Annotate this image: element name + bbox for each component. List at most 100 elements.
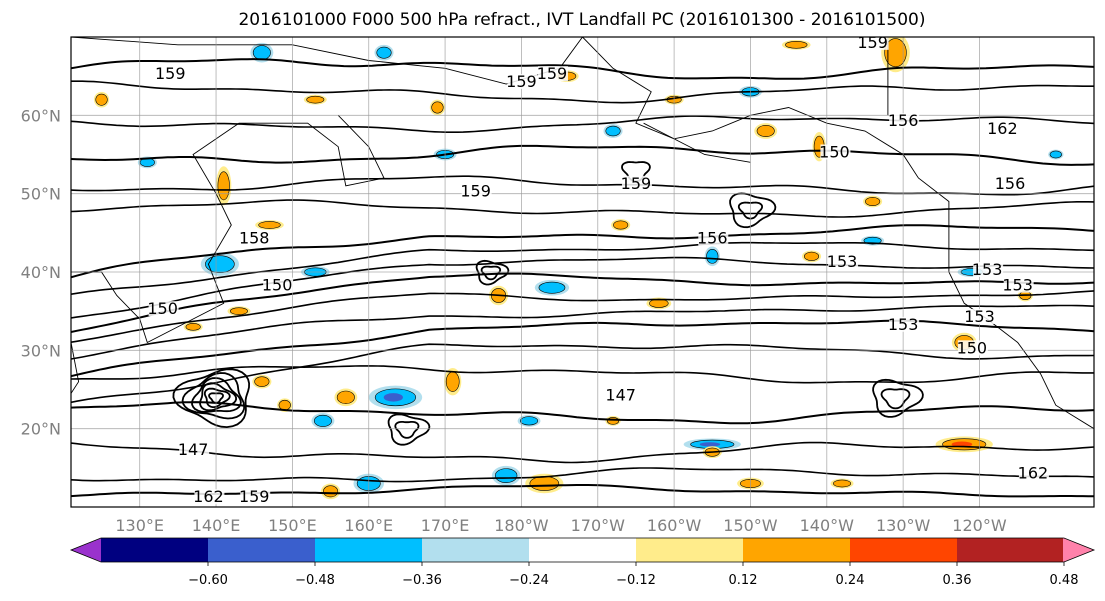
latitude-label: 50°N [21,185,61,204]
contour-label-bg [621,175,652,191]
shading-layer [756,125,775,137]
contour-ring [199,382,238,412]
colorbar-bin [850,538,958,562]
contour-label: 159 [506,72,537,91]
shading-blob-neg [311,413,335,429]
contour-label: 156 [888,111,919,130]
shading-blob-pos [216,166,232,206]
longitude-label: 140°W [800,516,855,535]
shading-layer [529,476,560,491]
shading-layer [803,251,820,261]
shading-layer [217,171,230,201]
colorbar-bin [208,538,316,562]
colorbar-tick-labels: −0.60 −0.48 −0.36 −0.24 −0.12 0.12 0.24 0.36 0.4… [188,562,1078,588]
longitude-label: 150°W [723,516,778,535]
colorbar-bin [315,538,423,562]
shading-blob-neg [534,279,570,296]
shading-blob-pos [605,415,621,426]
shading-blob-pos [429,99,446,116]
latitude-label: 60°N [21,106,61,125]
longitude-label: 140°E [192,516,241,535]
contour-label-bg [1003,277,1034,293]
ivt-contours [71,58,1094,498]
contour-line [71,80,1094,104]
shading-layer [313,414,332,427]
coastline [71,342,80,395]
contour-label-bg [820,144,851,160]
shading-blob-pos [801,250,822,263]
contour-line [71,241,1094,295]
colorbar-extend-min [71,538,102,562]
shading-blob-pos [227,306,251,317]
longitude-label: 180°W [494,516,549,535]
shading-layer [538,281,566,294]
contour-label: 147 [178,440,209,459]
contour-label: 162 [987,119,1018,138]
shading-blob-pos [255,220,284,230]
colorbar-bin [743,538,851,562]
contour-label-bg [507,74,538,89]
shading-blob-pos [252,374,272,389]
contour-line [71,319,1094,378]
shading-layer [884,38,907,68]
shading-layer [445,371,460,392]
contour-label: 153 [1002,276,1033,295]
longitude-label: 150°E [268,516,317,535]
shading-blob-neg [704,246,720,267]
colorbar-tick-label: 0.24 [836,573,865,588]
contour-label: 162 [1018,464,1049,483]
contour-line [71,58,1094,80]
shading-blob-pos [935,436,993,453]
longitude-label: 160°W [647,516,702,535]
shading-blob-pos [611,219,631,231]
contour-line [71,290,1094,343]
colorbar-tick-label: 0.36 [943,573,972,588]
contour-label-bg [988,121,1019,136]
contour-ring [172,368,251,429]
longitude-label: 120°W [952,516,1007,535]
colorbar-tick-label: −0.48 [295,573,335,588]
contour-ring [729,192,777,229]
longitude-label: 130°E [115,516,164,535]
longitude-label: 170°E [421,516,470,535]
contour-label-bg [889,316,920,332]
contour-ring [737,201,764,220]
shading-layer [706,248,719,264]
latitude-label: 20°N [21,420,61,439]
shading-layer [254,376,270,387]
contour-label: 159 [621,174,652,193]
contour-label-bg [537,66,568,82]
shading-layer [833,479,852,488]
shading-layer [95,93,108,106]
contour-label: 153 [827,252,858,271]
contour-label: 153 [964,307,995,326]
latitude-labels: 60°N 50°N 40°N 30°N 20°N [21,106,61,438]
contour-ring [191,377,242,413]
contour-label: 150 [147,299,178,318]
contour-line [71,272,1094,333]
contour-label-bg [194,489,225,505]
colorbar-bin [101,538,209,562]
colorbar-bin [636,538,744,562]
shading-blob-pos [781,39,811,50]
shading-layer [613,220,629,230]
colorbar-bin [529,538,637,562]
colorbar-tick-label: −0.36 [402,573,442,588]
contour-line [71,467,1094,483]
contour-ring [181,372,246,420]
contour-label: 162 [193,487,224,506]
shading-layer [252,45,271,61]
shading-blob-pos [754,123,778,139]
shading-layer [606,417,620,425]
contour-line [71,199,1094,218]
shading-blob-neg [491,465,521,486]
contour-label-bg [889,113,920,129]
contour-label: 147 [605,385,636,404]
contour-label: 158 [239,229,270,248]
contour-ring [203,387,231,408]
shading-layer [205,255,235,273]
contour-ring [872,378,924,418]
coastline [71,114,385,344]
